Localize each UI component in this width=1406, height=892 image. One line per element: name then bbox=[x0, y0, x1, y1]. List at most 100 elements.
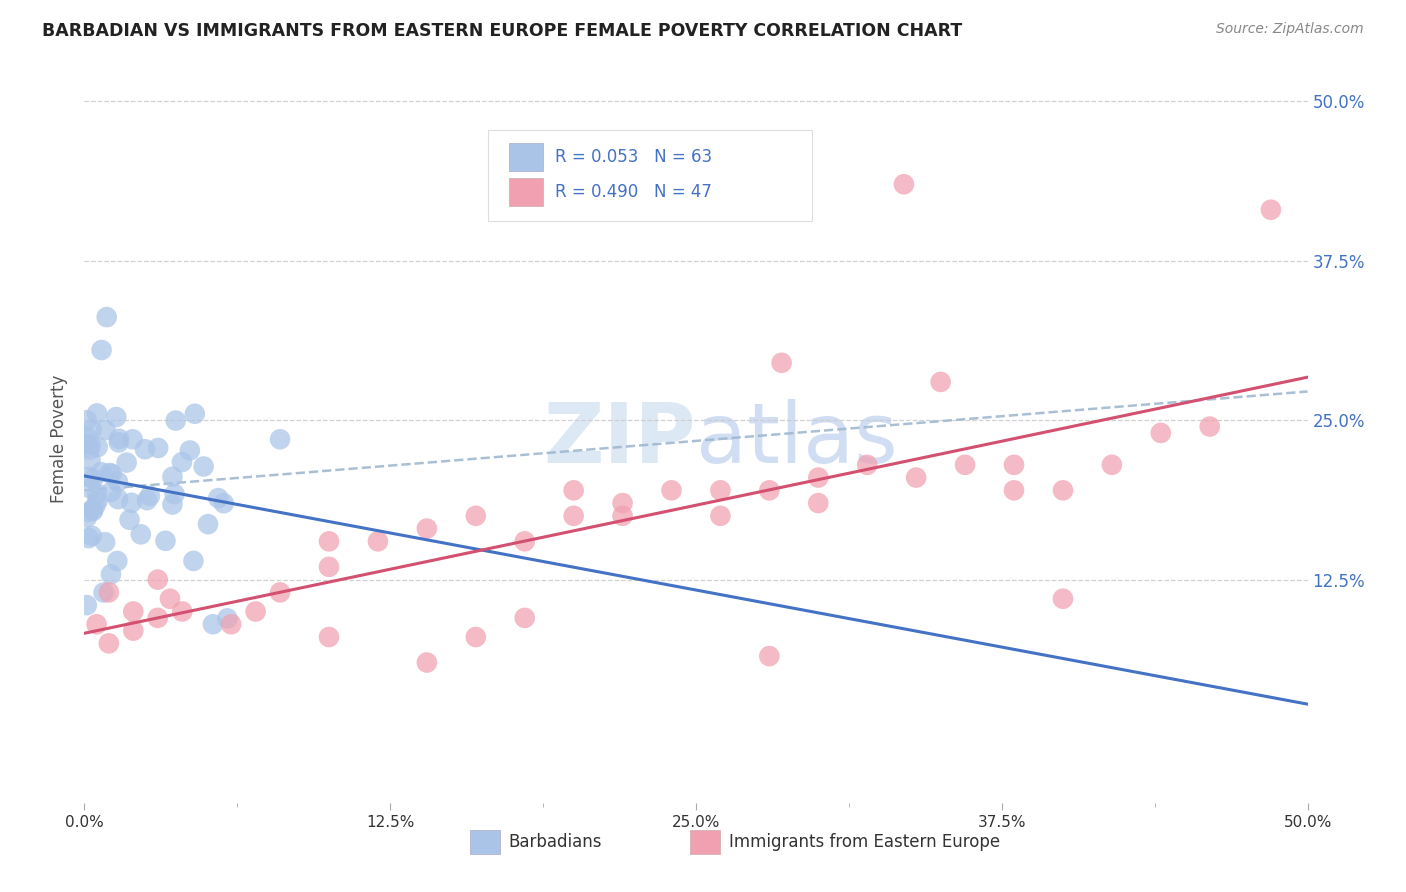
Point bbox=[893, 178, 915, 192]
Point bbox=[94, 423, 117, 437]
Point bbox=[97, 585, 120, 599]
Point bbox=[770, 356, 793, 370]
Text: R = 0.490   N = 47: R = 0.490 N = 47 bbox=[555, 183, 713, 201]
Point bbox=[76, 598, 98, 612]
Point bbox=[86, 617, 108, 632]
Point bbox=[758, 649, 780, 664]
Point bbox=[162, 498, 184, 512]
Text: R = 0.053   N = 63: R = 0.053 N = 63 bbox=[555, 148, 713, 166]
Point bbox=[612, 496, 634, 510]
Text: ZIP: ZIP bbox=[544, 399, 696, 480]
Point bbox=[184, 407, 207, 421]
Point bbox=[82, 504, 104, 518]
Point bbox=[80, 529, 103, 543]
Point bbox=[212, 496, 235, 510]
Point bbox=[562, 508, 585, 523]
Point bbox=[77, 470, 100, 484]
Point bbox=[100, 485, 122, 500]
Point bbox=[318, 630, 340, 644]
Point bbox=[108, 432, 131, 446]
Point bbox=[82, 503, 104, 517]
Point bbox=[107, 492, 129, 507]
Text: atlas: atlas bbox=[696, 399, 897, 480]
Point bbox=[318, 559, 340, 574]
FancyBboxPatch shape bbox=[488, 130, 813, 221]
Point bbox=[464, 630, 486, 644]
Point bbox=[146, 611, 169, 625]
Point bbox=[146, 573, 169, 587]
Point bbox=[94, 535, 117, 549]
Point bbox=[207, 491, 229, 505]
Point bbox=[162, 470, 184, 484]
Point bbox=[953, 458, 976, 472]
Point bbox=[86, 486, 108, 500]
Point bbox=[79, 438, 101, 452]
Text: Barbadians: Barbadians bbox=[509, 833, 602, 851]
Text: Immigrants from Eastern Europe: Immigrants from Eastern Europe bbox=[728, 833, 1000, 851]
Point bbox=[136, 493, 159, 508]
Point bbox=[129, 527, 152, 541]
Point bbox=[122, 624, 145, 638]
Point bbox=[416, 522, 439, 536]
Bar bbox=[509, 178, 543, 206]
Point bbox=[76, 437, 98, 451]
Point bbox=[513, 534, 536, 549]
Point bbox=[562, 483, 585, 498]
Point bbox=[1150, 425, 1173, 440]
Point bbox=[318, 534, 340, 549]
Point bbox=[76, 430, 98, 444]
Point bbox=[1101, 458, 1123, 472]
Point bbox=[269, 433, 291, 447]
Point bbox=[1002, 458, 1025, 472]
Point bbox=[118, 513, 141, 527]
Point bbox=[107, 475, 129, 489]
Point bbox=[115, 456, 138, 470]
Point bbox=[197, 517, 219, 532]
Bar bbox=[470, 830, 501, 854]
Point bbox=[80, 482, 103, 496]
Point bbox=[179, 443, 201, 458]
Point bbox=[93, 585, 115, 599]
Y-axis label: Female Poverty: Female Poverty bbox=[51, 376, 69, 503]
Point bbox=[105, 410, 128, 425]
Point bbox=[77, 531, 100, 545]
Point bbox=[98, 466, 121, 480]
Point bbox=[80, 423, 103, 437]
Point bbox=[86, 493, 108, 508]
Point bbox=[464, 508, 486, 523]
Text: Source: ZipAtlas.com: Source: ZipAtlas.com bbox=[1216, 22, 1364, 37]
Point bbox=[709, 483, 731, 498]
Point bbox=[86, 440, 108, 454]
Point bbox=[709, 508, 731, 523]
Point bbox=[1260, 202, 1282, 217]
Point bbox=[134, 442, 156, 457]
Point bbox=[612, 508, 634, 523]
Point bbox=[513, 611, 536, 625]
Point bbox=[1052, 483, 1074, 498]
Point bbox=[100, 567, 122, 582]
Point bbox=[193, 459, 215, 474]
Point bbox=[1002, 483, 1025, 498]
Bar bbox=[690, 830, 720, 854]
Point bbox=[170, 455, 193, 469]
Point bbox=[84, 499, 107, 513]
Point bbox=[120, 496, 142, 510]
Point bbox=[758, 483, 780, 498]
Point bbox=[139, 489, 162, 503]
Point bbox=[661, 483, 683, 498]
Point bbox=[155, 533, 177, 548]
Point bbox=[367, 534, 389, 549]
Point bbox=[269, 585, 291, 599]
Point bbox=[82, 472, 104, 486]
Point bbox=[105, 554, 128, 568]
Point bbox=[165, 414, 187, 428]
Point bbox=[107, 435, 129, 450]
Point bbox=[79, 453, 101, 467]
Point bbox=[90, 343, 112, 357]
Point bbox=[163, 487, 186, 501]
Point bbox=[905, 470, 928, 484]
Point bbox=[146, 441, 169, 455]
Point bbox=[121, 433, 143, 447]
Point bbox=[86, 406, 108, 420]
Point bbox=[96, 310, 118, 325]
